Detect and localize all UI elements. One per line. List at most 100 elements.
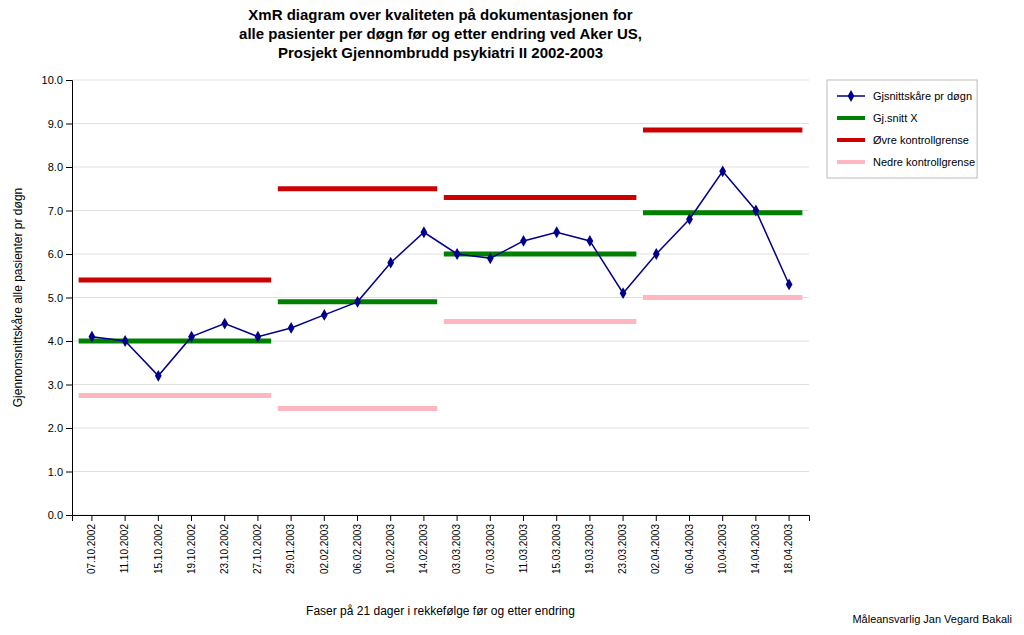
data-point xyxy=(188,331,195,343)
control-line xyxy=(278,186,437,191)
y-tick: 6.0 xyxy=(48,248,72,260)
grid-line xyxy=(72,384,809,385)
legend-entry: Gj.snitt X xyxy=(837,112,918,124)
x-tick-mark xyxy=(91,515,92,521)
y-tick-mark xyxy=(66,211,72,212)
x-tick-mark xyxy=(556,515,557,521)
data-point xyxy=(155,370,162,382)
legend-frame xyxy=(827,80,977,178)
x-tick-label: 19.10.2002 xyxy=(186,524,197,574)
x-tick: 10.02.2003 xyxy=(385,515,396,574)
y-tick: 10.0 xyxy=(42,74,72,86)
y-axis-line xyxy=(66,81,73,516)
x-tick: 03.03.2003 xyxy=(451,515,462,574)
data-point xyxy=(553,226,560,238)
x-tick-label: 11.03.2003 xyxy=(518,524,529,574)
control-line-series xyxy=(79,298,803,409)
y-tick: 2.0 xyxy=(48,422,72,434)
x-tick-mark xyxy=(291,515,292,521)
footnote: Måleansvarlig Jan Vegard Bakali xyxy=(852,613,1012,625)
y-tick: 8.0 xyxy=(48,161,72,173)
x-tick: 06.02.2003 xyxy=(352,515,363,574)
x-tick: 02.02.2003 xyxy=(319,515,330,574)
data-line xyxy=(92,171,789,375)
x-tick: 11.03.2003 xyxy=(518,515,529,573)
data-point xyxy=(454,248,461,260)
y-tick: 0.0 xyxy=(48,509,72,521)
x-tick-label: 07.10.2002 xyxy=(86,524,97,574)
data-point xyxy=(786,279,793,291)
data-point xyxy=(686,213,693,225)
x-tick: 23.03.2003 xyxy=(617,515,628,574)
x-tick: 15.03.2003 xyxy=(551,515,562,574)
x-tick-mark xyxy=(656,515,657,521)
control-line xyxy=(643,128,802,133)
x-tick-mark xyxy=(357,515,358,521)
x-tick-mark xyxy=(224,515,225,521)
grid-line xyxy=(72,254,809,255)
legend-label: Gj.snitt X xyxy=(873,112,918,124)
y-tick: 1.0 xyxy=(48,466,72,478)
x-tick: 27.10.2002 xyxy=(252,515,263,574)
x-tick-mark xyxy=(158,515,159,521)
x-axis: 07.10.200211.10.200215.10.200219.10.2002… xyxy=(73,515,810,574)
x-tick-mark xyxy=(589,515,590,521)
grid-line xyxy=(72,123,809,124)
x-tick-label: 15.03.2003 xyxy=(551,524,562,574)
x-tick-label: 19.03.2003 xyxy=(584,524,595,574)
data-point xyxy=(89,331,96,343)
x-tick-mark xyxy=(523,515,524,521)
x-tick-label: 02.02.2003 xyxy=(319,524,330,574)
x-tick-label: 27.10.2002 xyxy=(252,524,263,574)
x-tick: 02.04.2003 xyxy=(650,515,661,574)
y-tick-label: 6.0 xyxy=(48,248,63,260)
x-axis-title: Faser på 21 dager i rekkefølge før og et… xyxy=(306,604,575,618)
control-line xyxy=(643,295,802,300)
y-tick: 5.0 xyxy=(48,292,72,304)
y-tick-label: 9.0 xyxy=(48,118,63,130)
y-tick-label: 4.0 xyxy=(48,335,63,347)
x-axis-line xyxy=(73,516,810,522)
y-tick-label: 5.0 xyxy=(48,292,63,304)
x-tick-label: 10.04.2003 xyxy=(717,524,728,574)
legend-entry: Gjsnittskåre pr døgn xyxy=(837,90,972,102)
y-tick-mark xyxy=(66,254,72,255)
x-tick-label: 14.04.2003 xyxy=(750,524,761,574)
x-tick-mark xyxy=(722,515,723,521)
x-tick: 14.02.2003 xyxy=(418,515,429,574)
x-tick: 15.10.2002 xyxy=(153,515,164,574)
x-tick-label: 14.02.2003 xyxy=(418,524,429,574)
data-point xyxy=(586,235,593,247)
x-tick-mark xyxy=(457,515,458,521)
data-point xyxy=(387,257,394,269)
legend-marker xyxy=(848,90,855,102)
x-tick-label: 03.03.2003 xyxy=(451,524,462,574)
x-tick-mark xyxy=(390,515,391,521)
legend-swatch xyxy=(837,160,865,164)
x-tick-label: 06.02.2003 xyxy=(352,524,363,574)
y-tick-mark xyxy=(66,428,72,429)
control-line xyxy=(79,393,272,398)
chart: 07.10.200211.10.200215.10.200219.10.2002… xyxy=(0,0,1024,635)
y-tick-mark xyxy=(66,124,72,125)
y-tick-mark xyxy=(66,167,72,168)
data-point xyxy=(487,252,494,264)
grid-line xyxy=(72,428,809,429)
x-tick: 19.10.2002 xyxy=(186,515,197,574)
control-line-series xyxy=(79,130,803,280)
x-tick: 06.04.2003 xyxy=(684,515,695,574)
y-tick: 7.0 xyxy=(48,205,72,217)
control-line xyxy=(79,278,272,283)
grid-line xyxy=(72,471,809,472)
x-tick: 29.01.2003 xyxy=(285,515,296,574)
y-axis-title: Gjennomsnittskåre alle pasienter pr døgn xyxy=(11,188,25,407)
x-tick-label: 23.10.2002 xyxy=(219,524,230,574)
grid-line xyxy=(72,167,809,168)
data-point xyxy=(321,309,328,321)
x-tick: 18.04.2003 xyxy=(783,515,794,574)
control-line xyxy=(444,195,637,200)
legend-label: Øvre kontrollgrense xyxy=(873,134,969,146)
y-tick-label: 0.0 xyxy=(48,509,63,521)
y-tick-mark xyxy=(66,472,72,473)
x-tick: 07.10.2002 xyxy=(86,515,97,574)
